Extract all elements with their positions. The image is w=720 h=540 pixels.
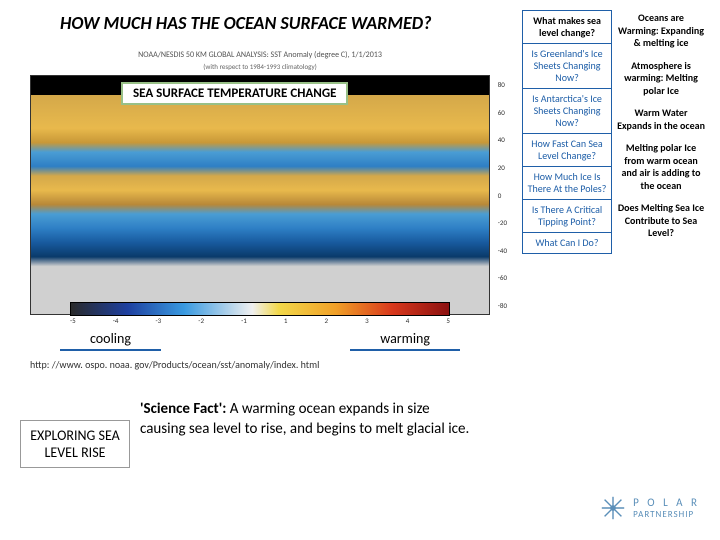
explore-box: EXPLORING SEA LEVEL RISE <box>20 420 130 468</box>
warming-label: warming <box>350 330 460 351</box>
chart-subtitle-1: NOAA/NESDIS 50 KM GLOBAL ANALYSIS: SST A… <box>30 50 490 60</box>
sst-anomaly-map: SEA SURFACE TEMPERATURE CHANGE 80 60 40 … <box>30 75 490 315</box>
cb-tick: 1 <box>284 316 288 325</box>
lat-tick: -60 <box>498 273 507 282</box>
nav-item-antarctica[interactable]: Is Antarctica's Ice Sheets Changing Now? <box>522 88 612 134</box>
cb-tick: -5 <box>70 316 76 325</box>
answer-column: Oceans are Warming: Expanding & melting … <box>616 10 706 248</box>
cb-tick: 3 <box>365 316 369 325</box>
answer-item: Warm Water Expands in the ocean <box>616 105 706 140</box>
cb-tick: -4 <box>113 316 119 325</box>
answer-item: Does Melting Sea Ice Contribute to Sea L… <box>616 200 706 248</box>
answer-item: Atmosphere is warming: Melting polar Ice <box>616 58 706 106</box>
lat-tick: 20 <box>498 163 507 172</box>
cb-tick: 5 <box>446 316 450 325</box>
colorbar <box>70 302 450 316</box>
nav-item-what-makes[interactable]: What makes sea level change? <box>522 10 612 44</box>
lat-tick: -40 <box>498 246 507 255</box>
chart-container: NOAA/NESDIS 50 KM GLOBAL ANALYSIS: SST A… <box>30 50 490 315</box>
lat-tick: 80 <box>498 80 507 89</box>
colorbar-row: -5 -4 -3 -2 -1 1 2 3 4 5 <box>30 302 490 325</box>
page-title: HOW MUCH HAS THE OCEAN SURFACE WARMED? <box>60 12 431 34</box>
polar-partnership-logo: P O L A R PARTNERSHIP <box>599 494 700 522</box>
nav-column: What makes sea level change? Is Greenlan… <box>522 10 612 253</box>
lat-tick: 40 <box>498 135 507 144</box>
science-fact: 'Science Fact': A warming ocean expands … <box>140 400 470 439</box>
colorbar-ticks: -5 -4 -3 -2 -1 1 2 3 4 5 <box>70 316 450 325</box>
lat-tick: 60 <box>498 108 507 117</box>
logo-text: P O L A R PARTNERSHIP <box>633 496 700 520</box>
cb-tick: 4 <box>406 316 410 325</box>
cooling-label: cooling <box>60 330 161 351</box>
cb-tick: -1 <box>241 316 247 325</box>
lat-tick: -20 <box>498 218 507 227</box>
lat-tick: -80 <box>498 301 507 310</box>
nav-item-how-much-ice[interactable]: How Much Ice Is There At the Poles? <box>522 166 612 200</box>
nav-item-what-can-i-do[interactable]: What Can I Do? <box>522 232 612 254</box>
map-overlay-title: SEA SURFACE TEMPERATURE CHANGE <box>121 82 348 105</box>
answer-item: Melting polar Ice from warm ocean and ai… <box>616 140 706 200</box>
cb-tick: 2 <box>324 316 328 325</box>
cb-tick: -2 <box>198 316 204 325</box>
snowflake-icon <box>599 494 627 522</box>
nav-item-tipping-point[interactable]: Is There A Critical Tipping Point? <box>522 199 612 233</box>
latitude-axis: 80 60 40 20 0 -20 -40 -60 -80 <box>498 76 507 314</box>
nav-item-how-fast[interactable]: How Fast Can Sea Level Change? <box>522 133 612 167</box>
logo-line2: PARTNERSHIP <box>633 509 700 520</box>
logo-line1: P O L A R <box>633 496 700 509</box>
fact-prefix: 'Science Fact': <box>140 400 226 418</box>
lat-tick: 0 <box>498 191 507 200</box>
nav-item-greenland[interactable]: Is Greenland's Ice Sheets Changing Now? <box>522 43 612 89</box>
temperature-labels: cooling warming <box>60 330 460 351</box>
cb-tick: -3 <box>156 316 162 325</box>
source-url: http: //www. ospo. noaa. gov/Products/oc… <box>30 358 319 371</box>
chart-subtitle-2: (with respect to 1984-1993 climatology) <box>30 62 490 71</box>
answer-item: Oceans are Warming: Expanding & melting … <box>616 10 706 58</box>
